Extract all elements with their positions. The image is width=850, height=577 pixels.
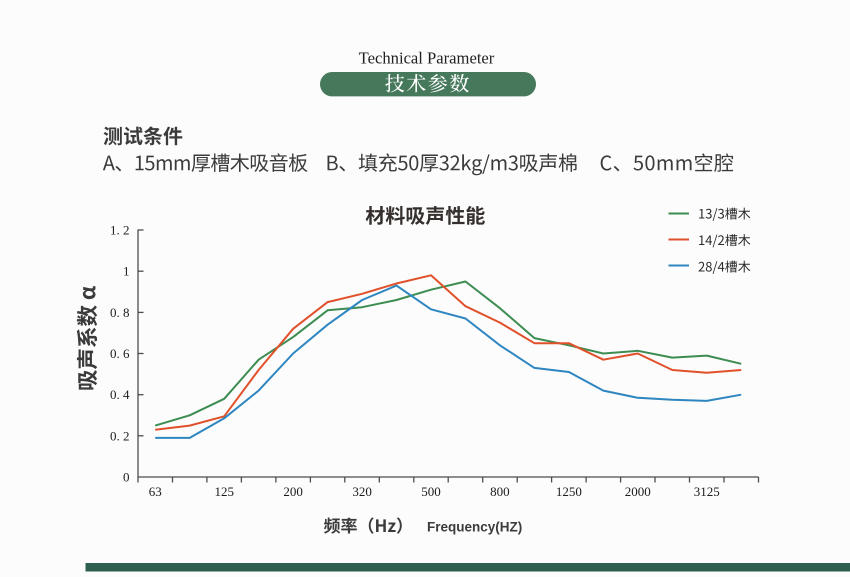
svg-text:0. 6: 0. 6 — [110, 346, 130, 361]
svg-text:1. 2: 1. 2 — [110, 223, 130, 238]
svg-text:0. 4: 0. 4 — [110, 387, 130, 402]
svg-text:2000: 2000 — [625, 484, 651, 499]
svg-text:Frequency(HZ): Frequency(HZ) — [427, 520, 522, 535]
svg-text:3125: 3125 — [694, 484, 720, 499]
svg-text:500: 500 — [421, 484, 441, 499]
svg-text:Technical Parameter: Technical Parameter — [359, 49, 495, 68]
svg-text:1: 1 — [123, 264, 130, 279]
svg-text:0. 2: 0. 2 — [110, 428, 130, 443]
svg-text:200: 200 — [283, 484, 303, 499]
svg-text:800: 800 — [490, 484, 510, 499]
svg-text:1250: 1250 — [556, 484, 582, 499]
svg-text:0: 0 — [123, 470, 130, 485]
svg-text:63: 63 — [149, 484, 162, 499]
svg-text:0. 8: 0. 8 — [110, 305, 130, 320]
svg-text:320: 320 — [352, 484, 372, 499]
svg-text:125: 125 — [214, 484, 234, 499]
